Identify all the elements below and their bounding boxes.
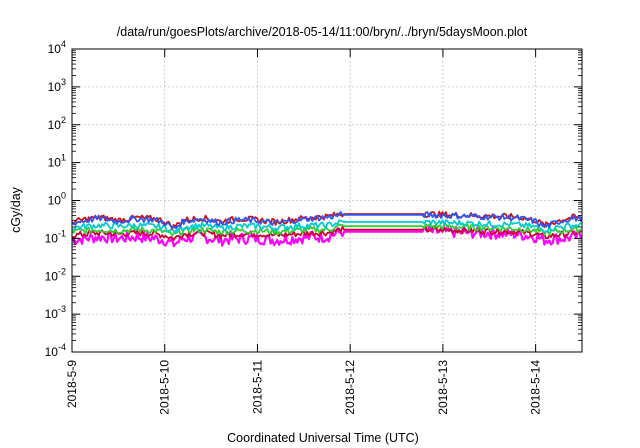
axis-ticks (71, 48, 582, 353)
series-line (71, 219, 582, 234)
x-tick-label: 2018-5-10 (158, 360, 172, 415)
x-tick-label: 2018-5-9 (65, 360, 79, 408)
y-tick-label: 10-1 (45, 228, 66, 245)
y-tick-label: 10-3 (45, 304, 66, 321)
y-tick-base: 10 (48, 42, 62, 56)
y-tick-base: 10 (48, 118, 62, 132)
series-group (71, 210, 583, 248)
y-tick-label: 103 (48, 77, 66, 94)
series-line (71, 225, 583, 248)
series-line (71, 211, 582, 229)
y-tick-label: 104 (48, 39, 66, 56)
y-tick-label: 10-4 (45, 342, 66, 359)
y-tick-exponent: 1 (61, 153, 66, 163)
y-tick-base: 10 (45, 307, 59, 321)
x-axis-tick-labels: 2018-5-9 2018-5-10 2018-5-11 2018-5-12 2018-… (65, 360, 543, 415)
y-tick-base: 10 (45, 231, 59, 245)
y-tick-base: 10 (45, 345, 59, 359)
y-tick-exponent: -2 (58, 266, 66, 276)
y-tick-exponent: 3 (61, 77, 66, 87)
x-tick-label: 2018-5-13 (436, 360, 450, 415)
y-tick-label: 10-2 (45, 266, 66, 283)
y-tick-base: 10 (48, 80, 62, 94)
y-tick-label: 101 (48, 153, 66, 170)
y-tick-exponent: -1 (58, 228, 66, 238)
y-tick-base: 10 (45, 269, 59, 283)
grid (72, 49, 582, 352)
y-tick-label: 102 (48, 115, 66, 132)
x-tick-label: 2018-5-14 (529, 360, 543, 415)
series-line (71, 226, 582, 241)
x-tick-label: 2018-5-12 (343, 360, 357, 415)
y-tick-exponent: -4 (58, 342, 66, 352)
y-tick-exponent: -3 (58, 304, 66, 314)
y-tick-exponent: 4 (61, 39, 66, 49)
y-tick-base: 10 (48, 194, 62, 208)
y-tick-label: 100 (48, 191, 66, 208)
y-axis-label: cGy/day (9, 186, 23, 233)
x-tick-label: 2018-5-11 (250, 360, 264, 414)
y-tick-exponent: 2 (61, 115, 66, 125)
y-tick-base: 10 (48, 156, 62, 170)
chart-title: /data/run/goesPlots/archive/2018-05-14/1… (117, 25, 528, 39)
x-axis-label: Coordinated Universal Time (UTC) (227, 431, 419, 445)
y-tick-exponent: 0 (61, 191, 66, 201)
